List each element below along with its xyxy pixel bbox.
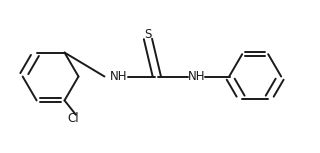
Text: Cl: Cl [68,112,79,125]
Text: NH: NH [188,70,205,83]
Text: S: S [144,28,152,41]
Text: NH: NH [110,70,127,83]
